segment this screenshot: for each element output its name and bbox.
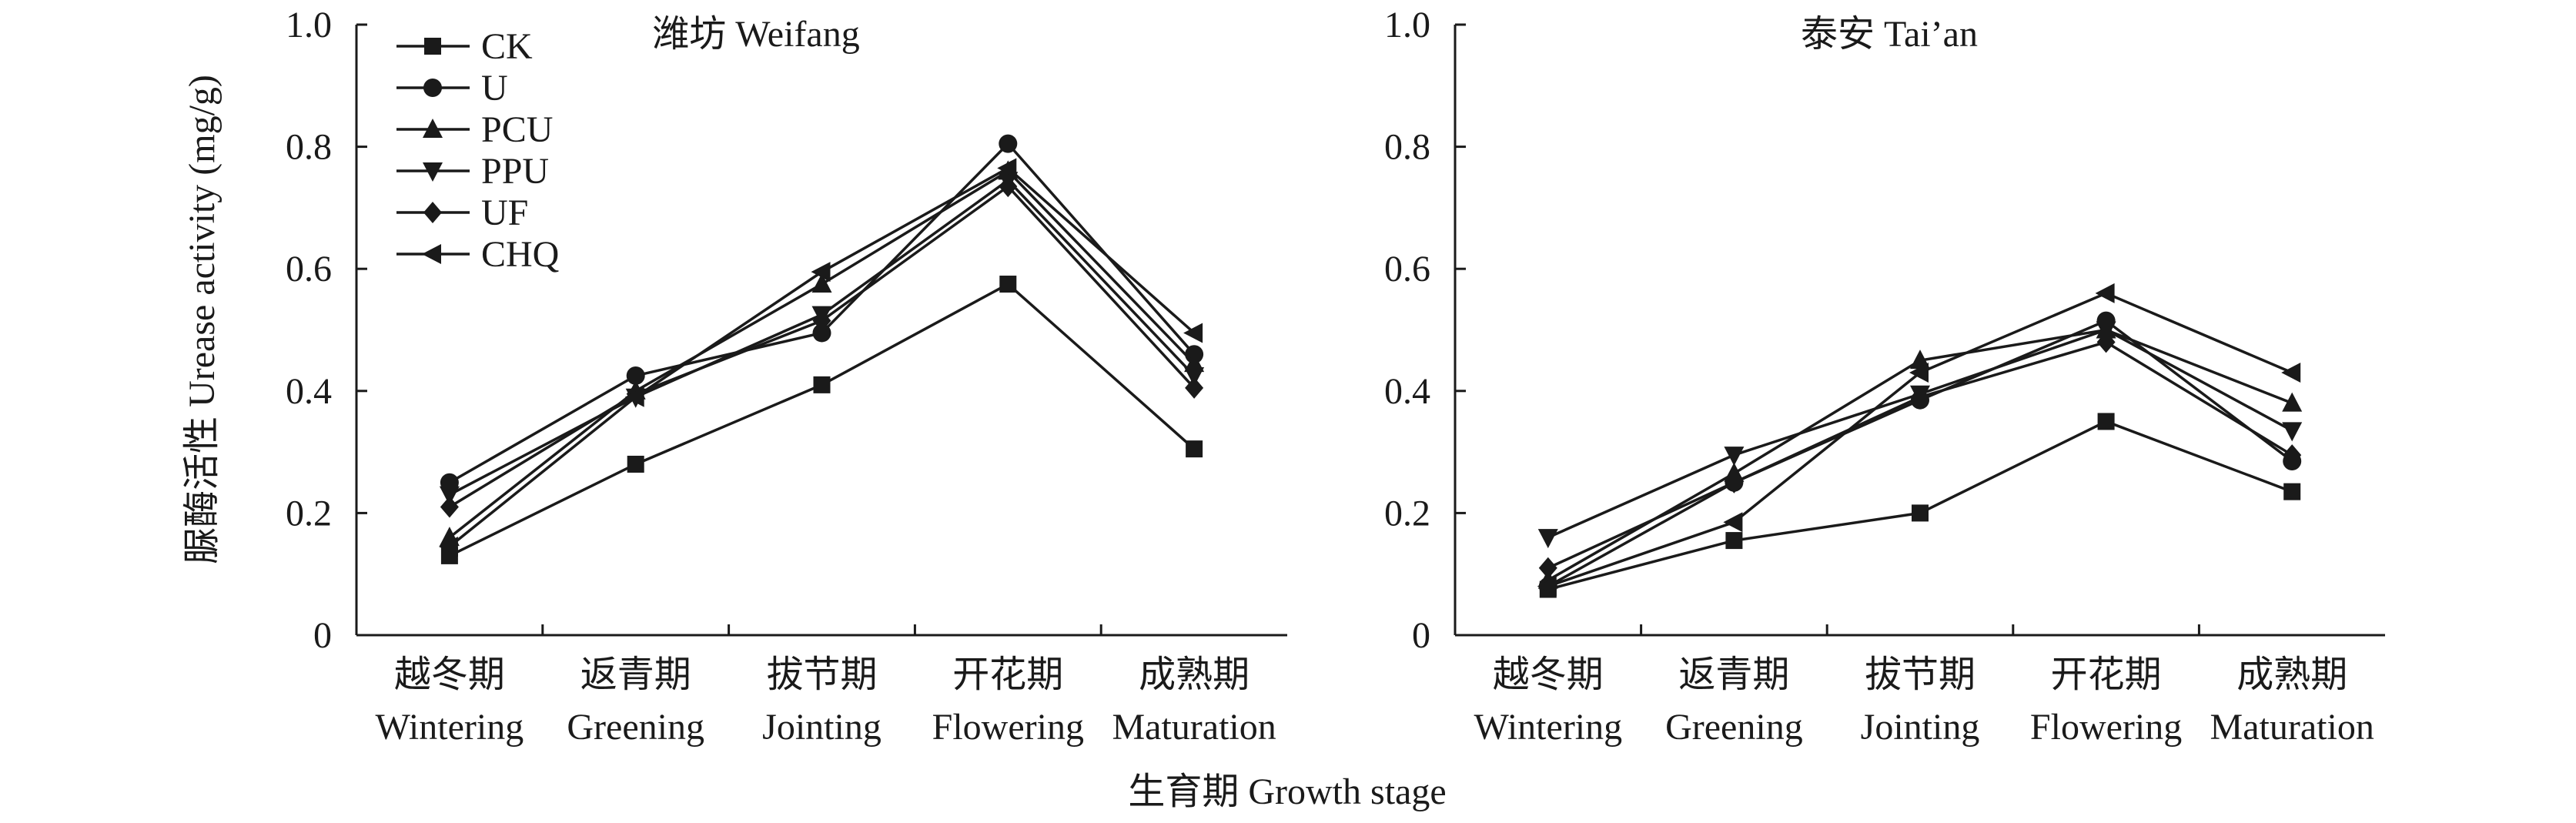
data-point-ck [1912,504,1929,522]
data-point-ppu [1184,366,1205,386]
data-point-ppu [2096,321,2116,341]
x-category-label-en: Wintering [376,707,524,748]
y-tick-label: 0 [313,615,332,656]
x-category-label-en: Maturation [2210,707,2374,748]
data-point-uf [1725,471,1744,493]
y-tick-label: 0.4 [1384,371,1430,412]
data-point-uf [812,309,831,332]
data-point-chq [624,386,644,407]
y-tick-label: 1.0 [1384,5,1430,45]
legend-marker-ck [424,38,441,55]
legend-marker-pcu [423,119,443,138]
x-category-label-cn: 返青期 [1678,654,1789,695]
data-point-ck [1725,532,1743,550]
data-point-pcu [1910,350,1930,370]
x-category-label-cn: 开花期 [952,654,1063,695]
x-category-label-cn: 成熟期 [2236,654,2347,695]
panel-title: 泰安 Tai’an [1801,14,1978,55]
data-point-pcu [2282,392,2303,412]
x-category-label-en: Maturation [1112,707,1276,748]
data-point-ck [813,376,831,393]
data-point-chq [2281,363,2301,383]
x-category-label-en: Flowering [932,707,1084,748]
x-category-label-cn: 越冬期 [1493,654,1604,695]
data-point-pcu [811,273,832,293]
y-tick-label: 0.2 [286,493,332,534]
y-tick-label: 0.8 [1384,127,1430,168]
legend-label-ppu: PPU [481,151,549,192]
data-point-u [626,366,645,385]
data-point-uf [1538,557,1557,579]
data-point-uf [440,496,459,518]
legend-marker-ppu [423,162,443,182]
data-point-u [812,323,831,343]
data-point-chq [997,158,1017,179]
panel-weifang: 0 0.2 0.4 0.6 0.8 1.0 越冬期 Wintering 返青期 Greening 拔… [286,5,1287,748]
data-point-chq [438,537,458,557]
x-category-label-cn: 越冬期 [394,654,505,695]
panel-title: 潍坊 Weifang [652,14,859,55]
legend-label-pcu: PCU [481,109,553,150]
x-axis-title: 生育期 Growth stage [1128,771,1446,812]
data-point-u [999,134,1018,153]
y-tick-label: 0.6 [1384,249,1430,289]
data-point-chq [1537,576,1557,597]
data-point-chq [2095,283,2115,303]
data-point-ck [627,455,644,473]
y-tick-label: 0.6 [286,249,332,289]
legend-label-chq: CHQ [481,234,559,275]
x-category-label-en: Jointing [1861,707,1980,748]
data-point-uf [2283,444,2302,467]
y-axis-title: 脲酶活性 Urease activity (mg/g) [182,75,222,564]
y-tick-label: 1.0 [286,5,332,45]
x-category-label-en: Flowering [2030,707,2182,748]
x-category-label-cn: 成熟期 [1139,654,1250,695]
legend-label-uf: UF [481,192,528,233]
panel-taian: 0 0.2 0.4 0.6 0.8 1.0 越冬期 Wintering 返青期 Greening 拔… [1384,5,2385,748]
x-category-label-cn: 拔节期 [1865,654,1975,695]
data-point-ppu [439,486,460,506]
legend-marker-u [423,79,442,97]
legend-label-ck: CK [481,26,533,67]
x-category-label-cn: 返青期 [580,654,691,695]
data-point-ppu [2282,422,2303,442]
data-point-chq [1723,512,1743,533]
legend-label-u: U [481,68,508,109]
data-point-ck [2097,413,2115,430]
data-point-ck [2283,483,2301,500]
data-point-uf [999,176,1018,198]
data-point-chq [811,262,831,283]
series-line-chq [1547,292,2293,588]
x-category-label-en: Greening [1665,707,1803,748]
data-point-ppu [1537,529,1558,549]
legend-marker-chq [422,244,441,264]
x-category-label-en: Jointing [762,707,882,748]
data-point-chq [1909,363,1929,383]
x-category-label-cn: 拔节期 [766,654,877,695]
data-point-chq [1183,323,1203,343]
series-line-chq [448,166,1196,548]
x-category-label-en: Greening [567,707,704,748]
data-point-uf [1911,386,1929,408]
y-tick-label: 0.8 [286,127,332,168]
y-tick-label: 0.2 [1384,493,1430,534]
data-point-pcu [1184,353,1205,373]
data-point-uf [2096,331,2116,353]
y-tick-label: 0.4 [286,371,332,412]
x-category-label-cn: 开花期 [2051,654,2162,695]
data-point-ppu [1724,447,1745,467]
y-tick-label: 0 [1412,615,1430,656]
data-point-uf [1185,376,1204,399]
legend-marker-uf [423,202,442,223]
data-point-ck [1186,440,1203,458]
data-point-ck [999,276,1017,293]
x-category-label-en: Wintering [1474,707,1622,748]
